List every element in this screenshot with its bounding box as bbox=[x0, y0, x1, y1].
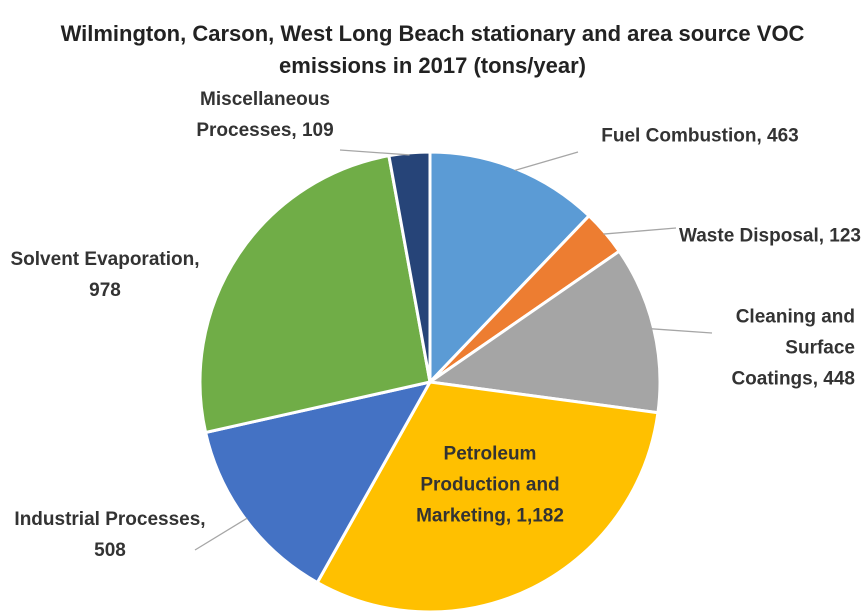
data-label: Industrial Processes, 508 bbox=[14, 509, 206, 561]
pie-slice bbox=[198, 153, 432, 435]
data-label: Solvent Evaporation, 978 bbox=[10, 249, 200, 301]
value-label: 1,182 bbox=[516, 505, 564, 527]
pie-slice bbox=[387, 150, 432, 383]
value-label: 109 bbox=[301, 120, 334, 141]
leader-line bbox=[194, 517, 248, 551]
category-label: Fuel Combustion bbox=[601, 125, 757, 147]
category-label: Petroleum Production and Marketing bbox=[416, 443, 560, 527]
value-label: 508 bbox=[94, 540, 126, 561]
data-label: Fuel Combustion, 463 bbox=[601, 125, 799, 147]
data-label: Waste Disposal, 123 bbox=[679, 225, 861, 247]
category-label: Cleaning and Surface Coatings bbox=[731, 306, 855, 390]
pie-slice bbox=[428, 150, 592, 386]
leader-line bbox=[603, 227, 677, 235]
data-label: Cleaning and Surface Coatings, 448 bbox=[731, 306, 855, 390]
leader-line bbox=[651, 328, 713, 334]
data-label: Petroleum Production and Marketing, 1,18… bbox=[416, 443, 564, 527]
data-label: Miscellaneous Processes, 109 bbox=[196, 89, 334, 141]
leader-line bbox=[339, 149, 410, 156]
chart-title: Wilmington, Carson, West Long Beach stat… bbox=[60, 21, 805, 78]
category-label: Industrial Processes bbox=[14, 509, 201, 530]
category-label: Waste Disposal bbox=[679, 225, 819, 247]
value-label: 463 bbox=[767, 125, 799, 147]
value-label: 123 bbox=[829, 225, 861, 247]
value-label: 978 bbox=[89, 280, 121, 301]
category-label: Miscellaneous Processes bbox=[196, 89, 330, 141]
category-label: Solvent Evaporation bbox=[10, 249, 195, 270]
pie-slice bbox=[315, 380, 660, 612]
leader-line bbox=[514, 151, 579, 172]
value-label: 448 bbox=[823, 368, 855, 390]
